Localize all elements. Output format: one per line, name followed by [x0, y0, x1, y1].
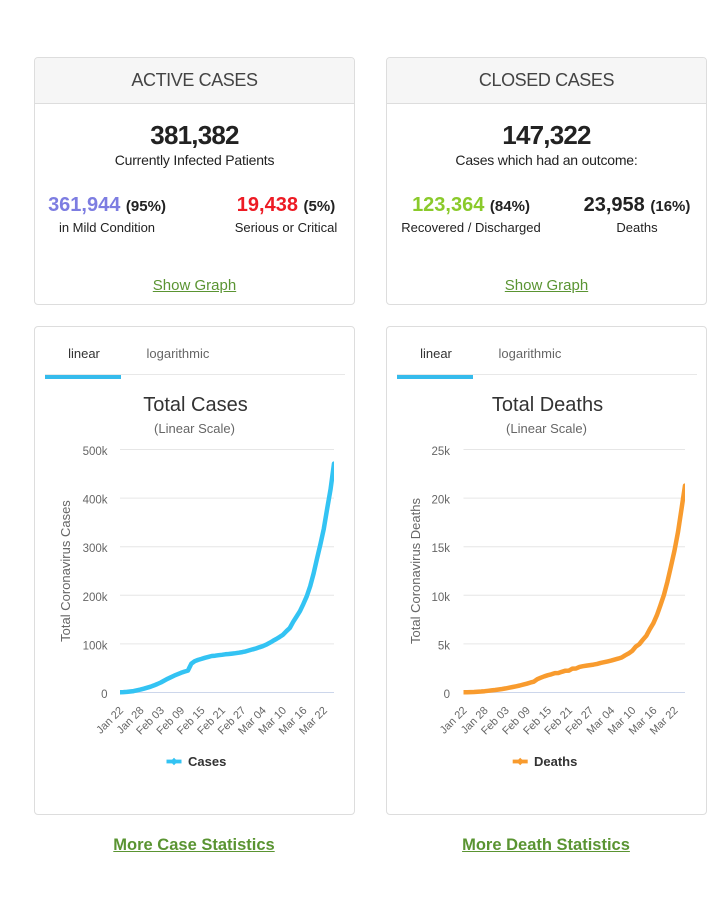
svg-text:Total Coronavirus Deaths: Total Coronavirus Deaths — [408, 498, 423, 644]
svg-text:5k: 5k — [438, 640, 450, 652]
svg-text:200k: 200k — [83, 592, 108, 604]
svg-text:300k: 300k — [83, 543, 108, 555]
svg-text:Deaths: Deaths — [534, 754, 577, 769]
svg-text:10k: 10k — [431, 592, 450, 604]
svg-text:0: 0 — [101, 689, 107, 701]
svg-text:100k: 100k — [83, 640, 108, 652]
svg-text:25k: 25k — [431, 446, 450, 458]
svg-text:500k: 500k — [83, 446, 108, 458]
svg-text:Total Coronavirus Cases: Total Coronavirus Cases — [58, 500, 73, 642]
svg-text:0: 0 — [444, 689, 450, 701]
svg-text:400k: 400k — [83, 495, 108, 507]
svg-text:20k: 20k — [431, 495, 450, 507]
svg-text:Cases: Cases — [188, 754, 226, 769]
svg-text:15k: 15k — [431, 543, 450, 555]
